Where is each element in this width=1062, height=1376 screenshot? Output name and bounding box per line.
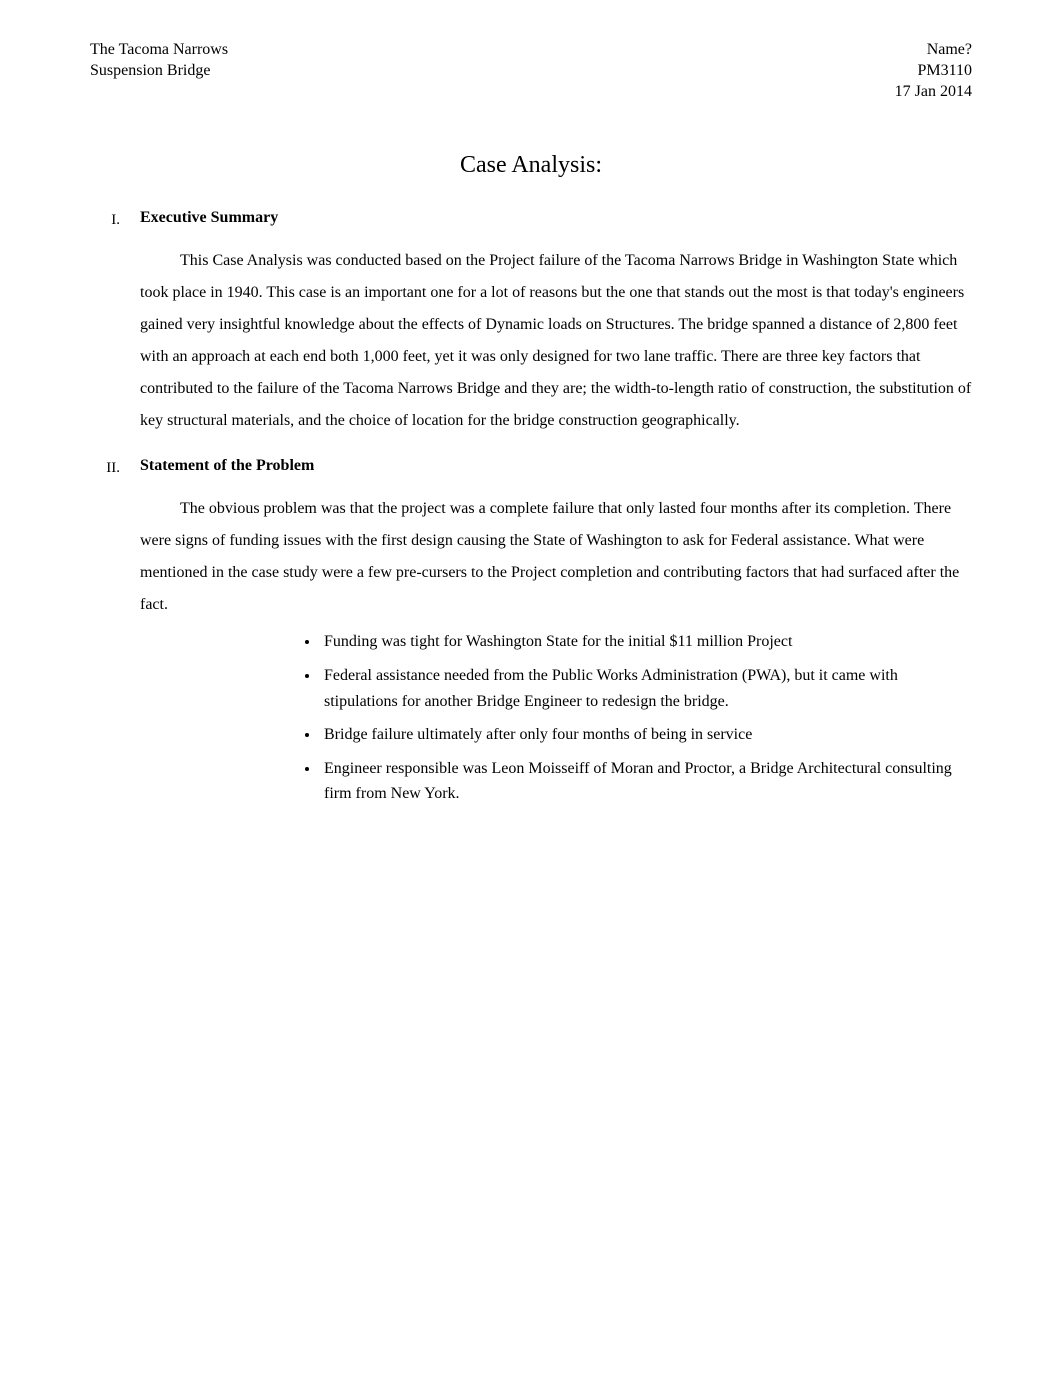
page-title: Case Analysis: <box>90 152 972 179</box>
section-number: I. <box>90 209 140 445</box>
header-right-block: Name? PM3110 17 Jan 2014 <box>895 40 972 102</box>
bullet-list: Funding was tight for Washington State f… <box>320 629 972 807</box>
header-right-line-1: Name? <box>895 40 972 61</box>
header-left-line-2: Suspension Bridge <box>90 61 228 82</box>
header-left-line-1: The Tacoma Narrows <box>90 40 228 61</box>
list-item: Bridge failure ultimately after only fou… <box>320 722 972 748</box>
page-header: The Tacoma Narrows Suspension Bridge Nam… <box>90 40 972 102</box>
list-item: Federal assistance needed from the Publi… <box>320 663 972 714</box>
section-statement-of-problem: II. Statement of the Problem The obvious… <box>90 457 972 815</box>
list-item: Funding was tight for Washington State f… <box>320 629 972 655</box>
section-heading: Statement of the Problem <box>140 457 972 475</box>
section-number: II. <box>90 457 140 815</box>
list-item: Engineer responsible was Leon Moisseiff … <box>320 756 972 807</box>
section-executive-summary: I. Executive Summary This Case Analysis … <box>90 209 972 445</box>
header-left-block: The Tacoma Narrows Suspension Bridge <box>90 40 228 102</box>
section-paragraph: The obvious problem was that the project… <box>140 493 972 621</box>
section-content: Executive Summary This Case Analysis was… <box>140 209 972 445</box>
section-paragraph: This Case Analysis was conducted based o… <box>140 245 972 437</box>
header-right-line-3: 17 Jan 2014 <box>895 82 972 103</box>
section-heading: Executive Summary <box>140 209 972 227</box>
header-right-line-2: PM3110 <box>895 61 972 82</box>
section-content: Statement of the Problem The obvious pro… <box>140 457 972 815</box>
